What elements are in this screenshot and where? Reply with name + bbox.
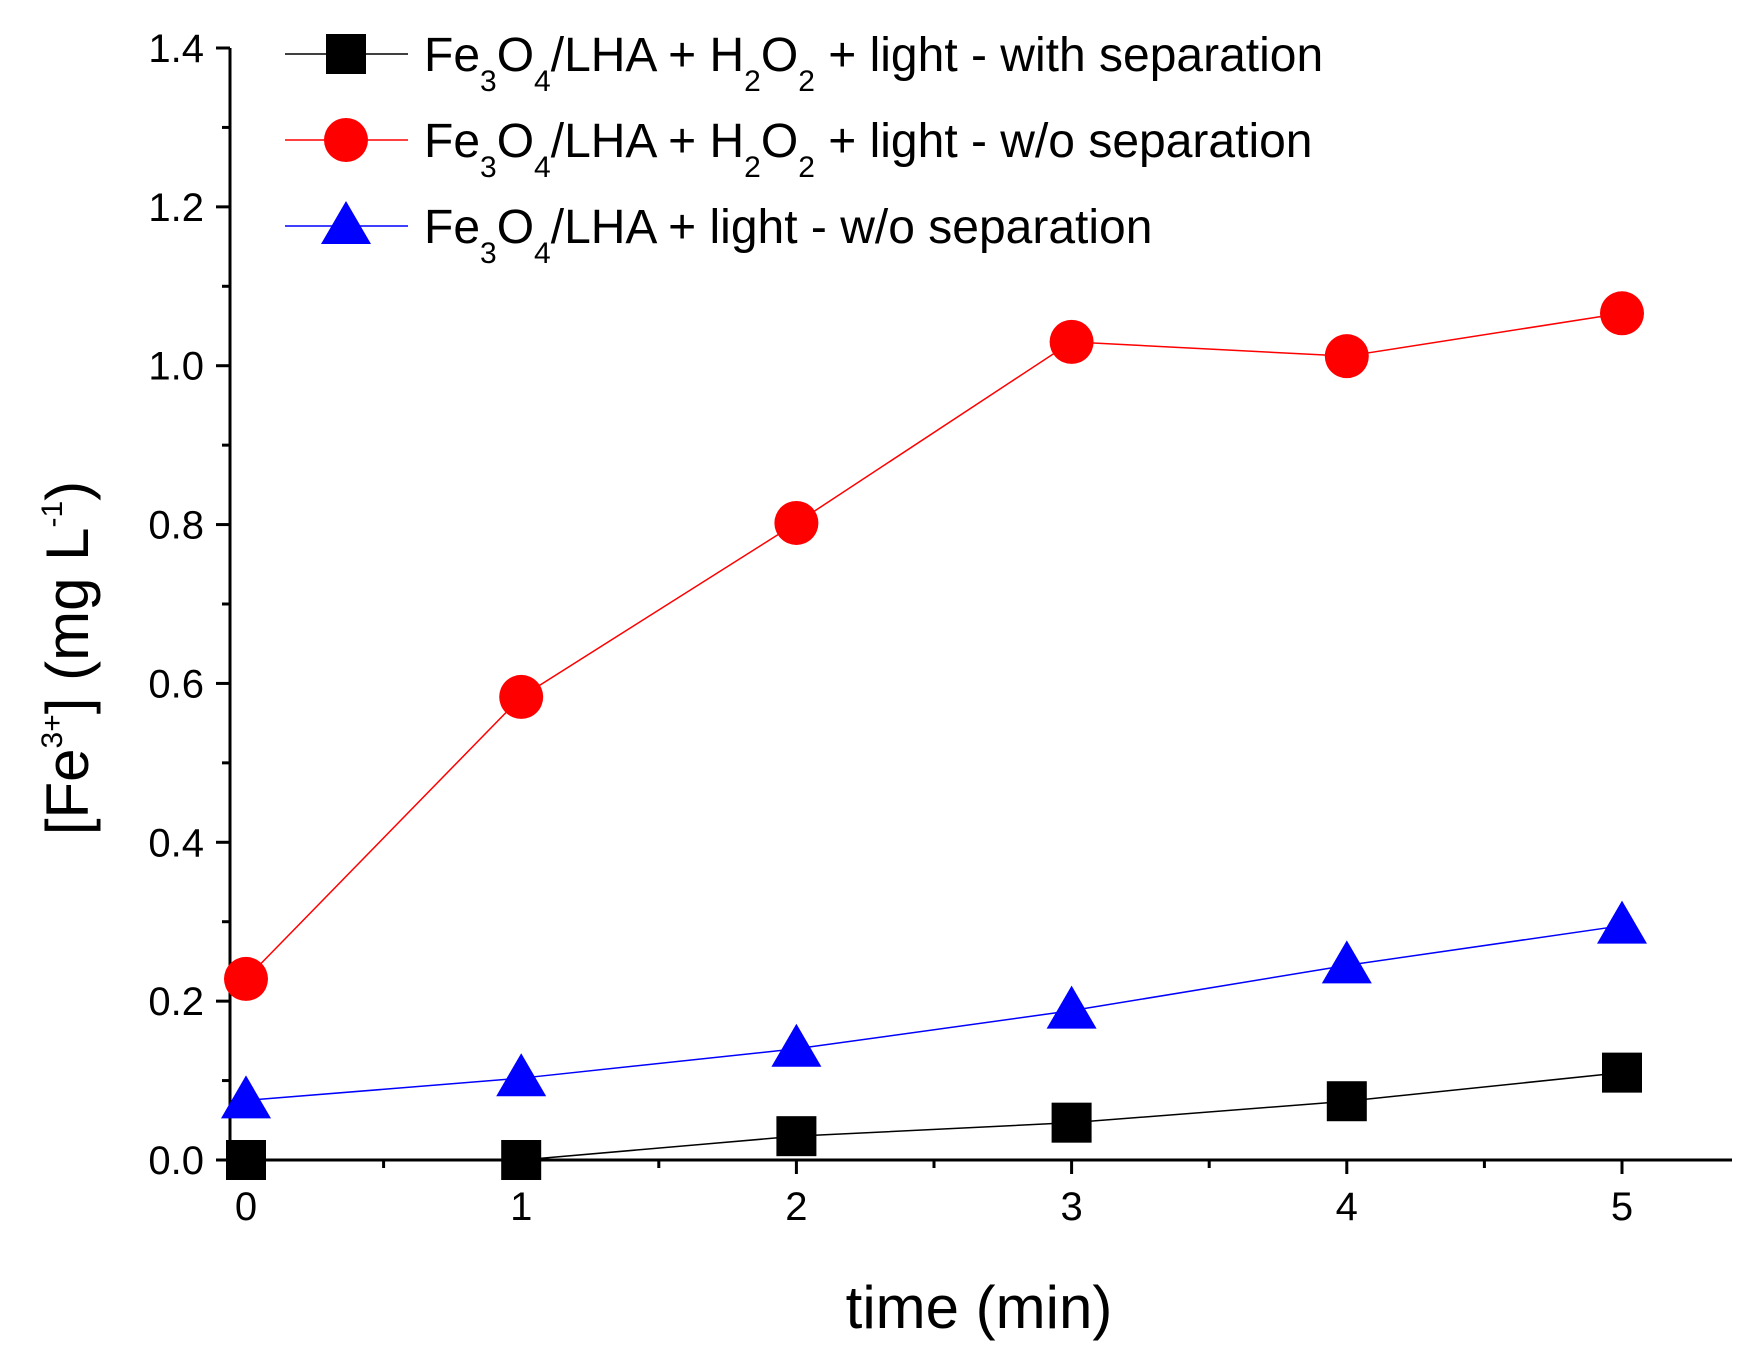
data-point-square: [776, 1116, 817, 1157]
legend-label: Fe3O4/LHA + H2O2 + light - w/o separatio…: [424, 115, 1313, 184]
x-tick-label: 4: [1336, 1185, 1358, 1229]
data-point-triangle: [1597, 900, 1647, 944]
y-title-suffix: ): [34, 481, 101, 501]
y-title-unit-superscript: -1: [36, 501, 69, 528]
data-point-triangle: [221, 1075, 271, 1119]
x-tick-label: 5: [1611, 1185, 1633, 1229]
legend-label-subscript: 2: [744, 65, 761, 98]
data-point-circle: [774, 500, 819, 545]
data-point-circle: [1049, 319, 1094, 364]
legend-label-subscript: 4: [534, 151, 551, 184]
y-tick-label: 1.0: [148, 345, 204, 389]
data-point-triangle: [1321, 940, 1372, 984]
legend-label-text: O: [761, 29, 798, 82]
y-title-superscript: 3+: [36, 714, 69, 748]
series-circle: [224, 291, 1644, 1001]
y-ticks: 0.0 0.2 0.4 0.6 0.8 1.0 1.2 1.4: [148, 27, 230, 1183]
x-tick-label: 0: [235, 1185, 257, 1229]
y-axis-title: [Fe3+] (mg L-1): [34, 481, 101, 835]
data-point-square: [226, 1140, 266, 1180]
legend-label-text: Fe: [424, 115, 480, 168]
series-line: [245, 312, 1623, 980]
y-tick-label: 0.4: [148, 821, 204, 865]
legend-label: Fe3O4/LHA + H2O2 + light - with separati…: [424, 29, 1323, 98]
legend-label-subscript: 3: [480, 65, 497, 98]
legend-label-text: O: [497, 29, 534, 82]
legend-label-text: /LHA + H: [551, 115, 744, 168]
y-tick-label: 1.2: [148, 186, 204, 230]
legend-label-text: + light - w/o separation: [815, 115, 1313, 168]
legend-label-subscript: 4: [534, 65, 551, 98]
legend-marker-triangle: [321, 201, 371, 244]
legend-entry: Fe3O4/LHA + light - w/o separation: [285, 201, 1152, 270]
data-point-circle: [499, 674, 544, 719]
legend-label-subscript: 4: [534, 237, 551, 270]
legend-label-text: Fe: [424, 201, 480, 254]
legend-label-text: Fe: [424, 29, 480, 82]
series-line: [245, 924, 1623, 1102]
data-point-circle: [224, 956, 268, 1001]
data-point-triangle: [496, 1053, 547, 1097]
series-triangle: [221, 900, 1647, 1119]
legend-label-text: /LHA + H: [551, 29, 744, 82]
data-point-square: [1051, 1102, 1092, 1143]
x-ticks: 0 1 2 3 4 5: [235, 1160, 1633, 1229]
legend-marker-square: [326, 34, 366, 74]
y-tick-label: 0.8: [148, 504, 204, 548]
y-tick-label: 0.6: [148, 662, 204, 706]
data-point-triangle: [1046, 985, 1097, 1029]
legend-label: Fe3O4/LHA + light - w/o separation: [424, 201, 1152, 270]
data-point-square: [501, 1140, 542, 1180]
x-tick-label: 1: [510, 1185, 532, 1229]
legend-label-text: /LHA + light - w/o separation: [551, 201, 1153, 254]
y-tick-label: 0.2: [148, 980, 204, 1024]
legend-label-subscript: 2: [744, 151, 761, 184]
legend-entry: Fe3O4/LHA + H2O2 + light - w/o separatio…: [285, 115, 1313, 184]
legend-label-text: + light - with separation: [815, 29, 1323, 82]
y-tick-label: 0.0: [148, 1139, 204, 1183]
legend-entry: Fe3O4/LHA + H2O2 + light - with separati…: [285, 29, 1323, 98]
x-axis-title: time (min): [846, 1274, 1113, 1341]
legend-label-text: O: [761, 115, 798, 168]
data-point-triangle: [771, 1023, 822, 1067]
legend: Fe3O4/LHA + H2O2 + light - with separati…: [285, 29, 1323, 270]
legend-label-text: O: [497, 201, 534, 254]
series-layer: [221, 291, 1647, 1180]
legend-label-subscript: 2: [798, 65, 815, 98]
x-tick-label: 2: [785, 1185, 807, 1229]
y-tick-label: 1.4: [148, 27, 204, 71]
data-point-square: [1602, 1052, 1642, 1093]
series-line: [246, 1071, 1623, 1161]
data-point-square: [1326, 1081, 1367, 1122]
legend-label-text: O: [497, 115, 534, 168]
legend-marker-circle: [324, 118, 368, 162]
legend-label-subscript: 2: [798, 151, 815, 184]
data-point-circle: [1600, 291, 1644, 336]
series-square: [226, 1052, 1642, 1180]
legend-label-subscript: 3: [480, 151, 497, 184]
legend-label-subscript: 3: [480, 237, 497, 270]
x-tick-label: 3: [1060, 1185, 1082, 1229]
data-point-circle: [1324, 334, 1369, 379]
y-title-middle: ] (mg L: [34, 528, 101, 715]
y-title-prefix: [Fe: [34, 748, 101, 835]
